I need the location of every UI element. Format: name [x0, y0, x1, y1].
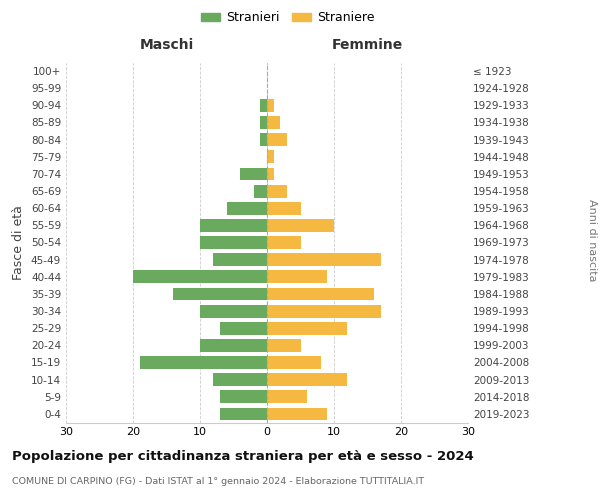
Bar	[267, 253, 381, 266]
Text: Anni di nascita: Anni di nascita	[587, 198, 597, 281]
Bar	[220, 408, 267, 420]
Bar	[200, 219, 267, 232]
Bar	[267, 202, 301, 214]
Bar	[260, 116, 267, 129]
Bar	[200, 236, 267, 249]
Bar	[200, 339, 267, 352]
Text: COMUNE DI CARPINO (FG) - Dati ISTAT al 1° gennaio 2024 - Elaborazione TUTTITALIA: COMUNE DI CARPINO (FG) - Dati ISTAT al 1…	[12, 478, 424, 486]
Bar	[267, 270, 328, 283]
Text: Maschi: Maschi	[139, 38, 194, 52]
Bar	[173, 288, 267, 300]
Bar	[260, 99, 267, 112]
Bar	[267, 390, 307, 403]
Bar	[267, 288, 374, 300]
Bar	[267, 373, 347, 386]
Bar	[240, 168, 267, 180]
Bar	[260, 133, 267, 146]
Bar	[267, 304, 381, 318]
Bar	[220, 322, 267, 334]
Bar	[227, 202, 267, 214]
Bar	[133, 270, 267, 283]
Bar	[267, 184, 287, 198]
Bar	[267, 236, 301, 249]
Bar	[140, 356, 267, 369]
Bar	[267, 133, 287, 146]
Bar	[267, 219, 334, 232]
Bar	[267, 356, 320, 369]
Bar	[267, 322, 347, 334]
Bar	[254, 184, 267, 198]
Bar	[214, 253, 267, 266]
Bar	[267, 150, 274, 163]
Bar	[267, 99, 274, 112]
Bar	[267, 168, 274, 180]
Text: Femmine: Femmine	[332, 38, 403, 52]
Bar	[267, 408, 328, 420]
Bar	[200, 304, 267, 318]
Legend: Stranieri, Straniere: Stranieri, Straniere	[196, 6, 380, 29]
Text: Popolazione per cittadinanza straniera per età e sesso - 2024: Popolazione per cittadinanza straniera p…	[12, 450, 474, 463]
Bar	[267, 339, 301, 352]
Bar	[214, 373, 267, 386]
Bar	[267, 116, 280, 129]
Bar	[220, 390, 267, 403]
Y-axis label: Fasce di età: Fasce di età	[13, 205, 25, 280]
